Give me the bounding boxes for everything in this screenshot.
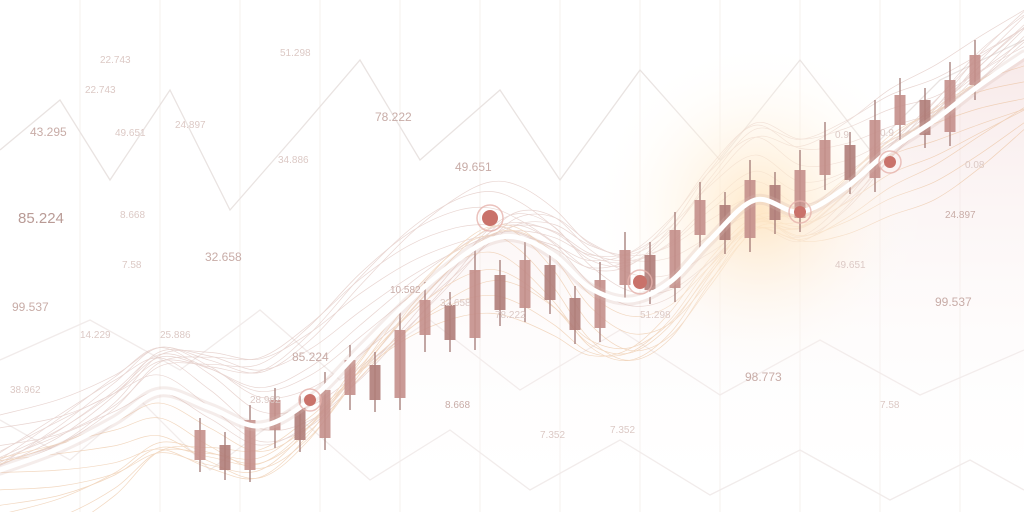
stock-chart-canvas: 22.74322.74351.29843.29549.65124.89778.2… <box>0 0 1024 512</box>
main-trend-layer <box>0 0 1024 512</box>
